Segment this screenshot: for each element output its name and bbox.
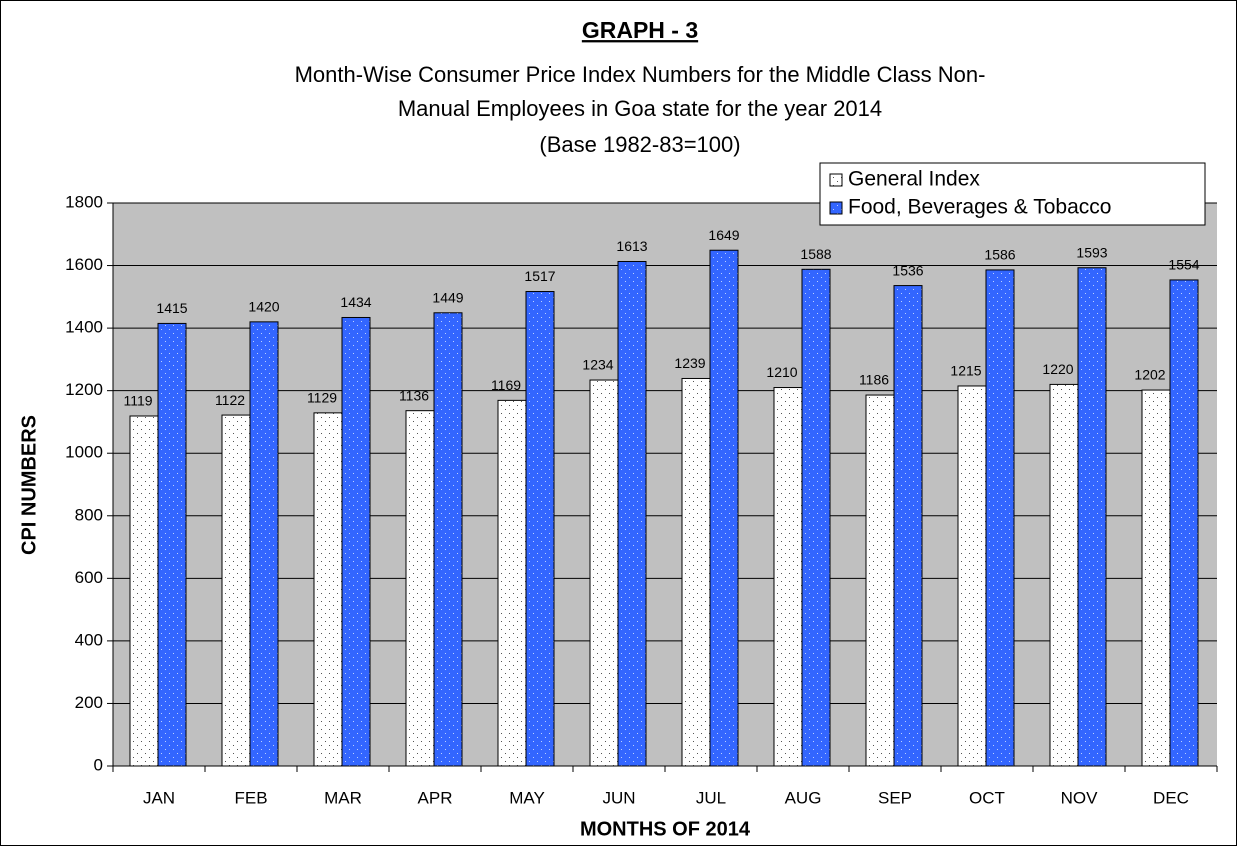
y-tick-label: 0 [94, 755, 103, 774]
bar [341, 316, 371, 767]
x-tick-label: JAN [143, 788, 175, 807]
y-tick-label: 200 [75, 693, 103, 712]
y-axis-label: CPI NUMBERS [18, 415, 40, 555]
bar [249, 321, 279, 767]
value-label: 1420 [248, 299, 279, 315]
bar [221, 414, 251, 767]
value-label: 1186 [859, 372, 889, 388]
value-label: 1593 [1076, 244, 1107, 260]
bar [1077, 267, 1107, 767]
y-tick-label: 600 [75, 568, 103, 587]
value-label: 1122 [215, 392, 245, 408]
bar [157, 322, 187, 767]
value-label: 1129 [307, 390, 337, 406]
legend-swatch [829, 173, 843, 187]
x-tick-label: FEB [234, 788, 267, 807]
subtitle: (Base 1982-83=100) [539, 132, 740, 157]
value-label: 1210 [766, 364, 797, 380]
value-label: 1586 [984, 247, 1015, 263]
value-label: 1239 [674, 355, 705, 371]
y-tick-label: 800 [75, 505, 103, 524]
bar [1169, 279, 1199, 767]
bar [313, 412, 343, 767]
value-label: 1649 [708, 227, 739, 243]
bar [773, 387, 803, 767]
value-label: 1119 [123, 393, 152, 409]
value-label: 1220 [1042, 361, 1073, 377]
y-tick-label: 1000 [65, 443, 103, 462]
bar [433, 312, 463, 767]
legend-label: Food, Beverages & Tobacco [848, 196, 1111, 219]
bar [893, 285, 923, 767]
x-tick-label: DEC [1153, 788, 1189, 807]
value-label: 1202 [1134, 367, 1165, 383]
x-tick-label: AUG [785, 788, 822, 807]
bar [129, 415, 159, 767]
value-label: 1517 [524, 268, 555, 284]
value-label: 1434 [340, 294, 371, 310]
legend-label: General Index [848, 168, 980, 191]
x-tick-label: SEP [878, 788, 912, 807]
y-tick-label: 1800 [65, 192, 103, 211]
bar [801, 268, 831, 767]
bar [709, 249, 739, 767]
value-label: 1415 [156, 300, 187, 316]
x-tick-label: MAY [509, 788, 545, 807]
value-label: 1169 [491, 377, 521, 393]
x-tick-label: OCT [969, 788, 1005, 807]
subtitle: Month-Wise Consumer Price Index Numbers … [295, 62, 986, 87]
y-tick-label: 1600 [65, 255, 103, 274]
value-label: 1613 [616, 238, 647, 254]
x-tick-label: JUN [602, 788, 635, 807]
bar [1049, 383, 1079, 767]
value-label: 1234 [582, 357, 613, 373]
x-tick-label: NOV [1061, 788, 1099, 807]
subtitle: Manual Employees in Goa state for the ye… [398, 96, 882, 121]
plot-area [113, 203, 1217, 766]
value-label: 1215 [950, 363, 981, 379]
x-tick-label: APR [418, 788, 453, 807]
value-label: 1136 [399, 387, 429, 403]
bar [865, 394, 895, 767]
bar [1141, 389, 1171, 767]
y-tick-label: 1200 [65, 380, 103, 399]
bar [525, 291, 555, 767]
x-axis-label: MONTHS OF 2014 [580, 818, 751, 840]
legend-box [819, 162, 1206, 226]
value-label: 1449 [432, 289, 463, 305]
x-tick-label: MAR [324, 788, 362, 807]
bar [681, 377, 711, 767]
bar [985, 269, 1015, 767]
x-tick-label: JUL [696, 788, 726, 807]
legend-swatch [829, 201, 843, 215]
bar [957, 385, 987, 767]
bar [589, 379, 619, 767]
bar [497, 399, 527, 767]
y-tick-label: 400 [75, 630, 103, 649]
value-label: 1554 [1168, 257, 1199, 273]
bar [617, 260, 647, 767]
chart-title: GRAPH - 3 [582, 17, 698, 43]
bar [405, 410, 435, 767]
y-tick-label: 1400 [65, 318, 103, 337]
value-label: 1536 [892, 262, 923, 278]
value-label: 1588 [800, 246, 831, 262]
